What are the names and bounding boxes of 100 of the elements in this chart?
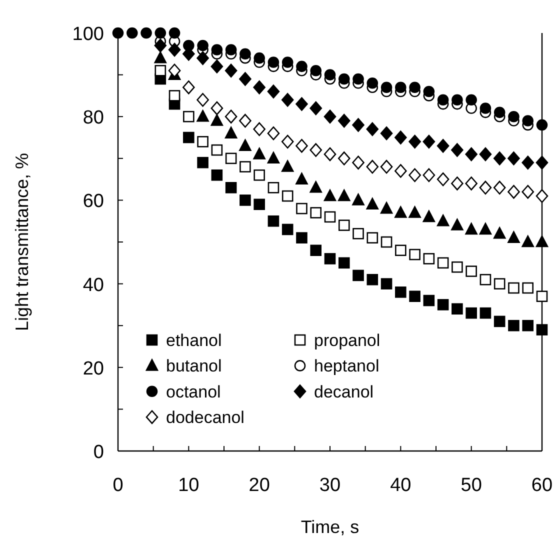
point: [436, 214, 450, 226]
point: [452, 94, 463, 106]
point: [536, 156, 548, 170]
point: [324, 211, 336, 223]
point: [240, 161, 251, 172]
point: [296, 172, 308, 184]
point: [408, 206, 421, 218]
point: [536, 119, 548, 131]
point: [267, 126, 280, 140]
point: [522, 235, 534, 248]
point: [508, 231, 520, 243]
point: [268, 56, 280, 68]
point: [508, 320, 520, 332]
point: [338, 152, 350, 166]
point: [479, 147, 492, 162]
point: [465, 222, 478, 235]
point: [338, 73, 350, 85]
point: [224, 110, 238, 124]
x-axis-title: Time, s: [300, 517, 360, 537]
point: [296, 97, 308, 111]
point: [196, 51, 209, 65]
point: [254, 169, 265, 181]
point: [437, 257, 449, 269]
x-tick-label: 40: [390, 475, 412, 496]
point: [324, 69, 336, 80]
point: [210, 60, 224, 74]
point: [408, 134, 421, 149]
point: [465, 147, 478, 162]
point: [466, 94, 477, 106]
point: [409, 290, 420, 302]
point: [366, 160, 379, 174]
point: [479, 222, 492, 235]
point: [183, 110, 194, 122]
point: [352, 270, 364, 282]
point: [253, 148, 266, 160]
legend-label: heptanol: [314, 356, 380, 376]
y-tick-label: 80: [82, 108, 104, 129]
point: [366, 122, 379, 136]
point: [352, 156, 364, 170]
point: [183, 132, 194, 144]
point: [508, 110, 520, 122]
point: [493, 152, 506, 166]
point: [395, 82, 406, 93]
point: [522, 320, 534, 332]
point: [422, 134, 436, 149]
point: [211, 44, 223, 56]
point: [522, 282, 534, 294]
point: [451, 176, 464, 190]
point: [494, 106, 506, 118]
point: [154, 38, 167, 52]
point: [395, 244, 406, 256]
point: [282, 224, 294, 236]
y-tick-label: 40: [82, 274, 104, 296]
x-tick-label: 20: [248, 475, 270, 496]
point: [479, 180, 492, 195]
point: [338, 114, 350, 128]
point: [197, 40, 208, 52]
point: [126, 27, 138, 39]
point: [310, 207, 322, 218]
point: [437, 299, 449, 310]
point: [267, 84, 280, 98]
point: [395, 286, 406, 298]
point: [394, 206, 407, 218]
y-tick-label: 60: [82, 191, 104, 212]
point: [324, 147, 336, 162]
point: [197, 136, 208, 148]
point: [168, 42, 181, 57]
point: [394, 164, 407, 178]
point: [239, 114, 252, 128]
point: [422, 210, 436, 222]
legend-label: decanol: [314, 382, 374, 402]
point: [324, 189, 336, 202]
x-tick-label: 10: [178, 475, 200, 496]
point: [154, 64, 166, 76]
point: [296, 138, 308, 153]
legend-label: propanol: [314, 331, 380, 350]
point: [380, 278, 392, 290]
point: [225, 152, 237, 164]
point: [366, 232, 378, 244]
point: [493, 226, 506, 239]
point: [324, 110, 336, 124]
point: [452, 261, 463, 273]
point: [225, 182, 237, 194]
point: [196, 110, 209, 122]
point: [197, 156, 208, 168]
point: [493, 180, 506, 195]
point: [210, 114, 224, 126]
y-tick-label: 20: [82, 358, 104, 380]
x-tick-label: 30: [319, 475, 341, 496]
point: [239, 72, 252, 86]
point: [536, 290, 548, 302]
point: [154, 51, 167, 64]
point: [268, 215, 280, 227]
point: [196, 92, 209, 107]
point: [480, 102, 492, 114]
point: [480, 274, 492, 286]
point: [211, 144, 223, 156]
point: [536, 235, 548, 248]
point: [281, 160, 294, 172]
point: [310, 181, 322, 193]
